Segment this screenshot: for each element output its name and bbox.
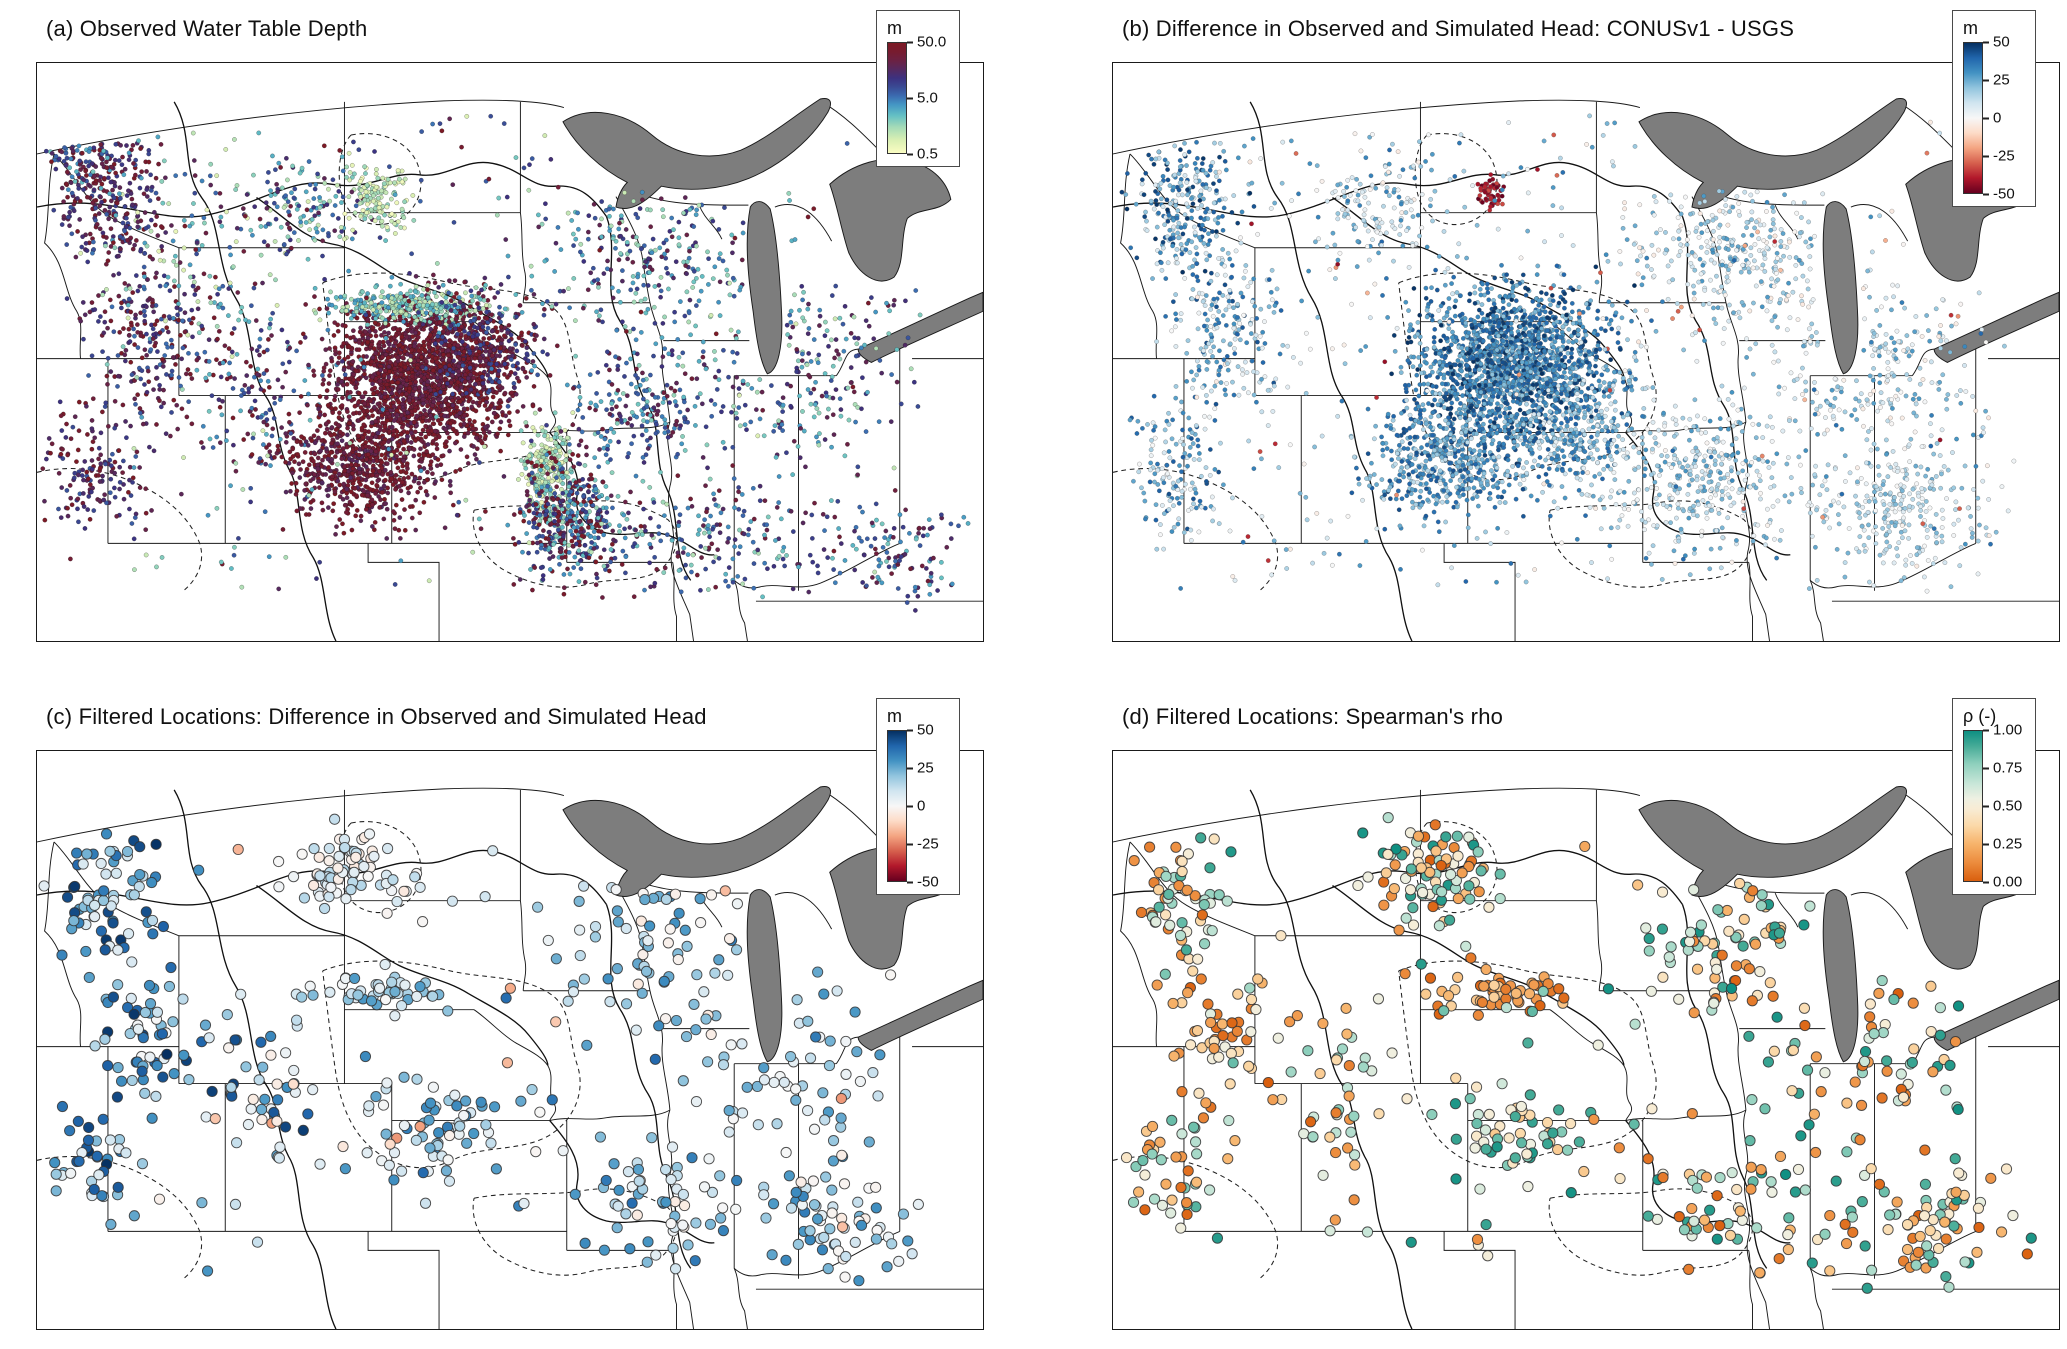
panel-title: (c) Filtered Locations: Difference in Ob… — [46, 704, 707, 729]
colorbar-tick: 0 — [907, 798, 925, 815]
tick-mark — [1983, 79, 1989, 81]
scatter-points — [1119, 113, 2017, 594]
colorbar-tick: -50 — [907, 874, 939, 891]
colorbar-label: m — [887, 706, 902, 726]
tick-mark — [1983, 805, 1989, 807]
map-svg — [37, 785, 983, 1329]
tick-mark — [907, 767, 913, 769]
colorbar-tick: -25 — [907, 836, 939, 853]
tick-label: 0.00 — [1993, 873, 2023, 891]
colorbar-gradient — [1963, 42, 1983, 194]
colorbar-tick: 0.50 — [1983, 798, 2022, 815]
tick-label: 0.50 — [1993, 797, 2023, 815]
tick-label: 50.0 — [917, 33, 947, 51]
map-canvas — [36, 62, 984, 642]
colorbar-label: m — [887, 18, 902, 38]
colorbar-tick: 1.00 — [1983, 722, 2022, 739]
colorbar-ticks: 50.0 5.0 0.5 — [907, 34, 951, 163]
colorbar-body: 50 25 0 -25 -50 — [1963, 34, 2027, 203]
colorbar-tick: 25 — [1983, 72, 2010, 89]
tick-label: -50 — [1993, 185, 2015, 203]
colorbar-tick: -25 — [1983, 148, 2015, 165]
map-svg — [1113, 97, 2059, 641]
tick-label: 25 — [1993, 71, 2010, 89]
tick-label: 50 — [917, 721, 934, 739]
tick-mark — [1983, 193, 1989, 195]
tick-label: 0.75 — [1993, 759, 2023, 777]
colorbar-tick: 50 — [907, 722, 934, 739]
scatter-points — [38, 813, 924, 1287]
panel-filtered-head-difference: (c) Filtered Locations: Difference in Ob… — [36, 698, 984, 1343]
colorbar-tick: 50.0 — [907, 34, 946, 51]
map-canvas — [1112, 62, 2060, 642]
tick-mark — [907, 153, 913, 155]
colorbar-label: ρ (-) — [1963, 706, 1997, 726]
panel-title: (b) Difference in Observed and Simulated… — [1122, 16, 1795, 41]
colorbar-tick: 25 — [907, 760, 934, 777]
colorbar: ρ (-) 1.00 0.75 0.50 0.25 0.00 — [1952, 698, 2036, 895]
map-svg — [37, 97, 983, 641]
tick-label: 0 — [917, 797, 926, 815]
colorbar-tick: 0 — [1983, 110, 2001, 127]
colorbar-ticks: 50 25 0 -25 -50 — [907, 722, 951, 891]
tick-mark — [907, 843, 913, 845]
tick-mark — [907, 729, 913, 731]
panel-observed-water-table-depth: (a) Observed Water Table Depth m 50.0 5.0… — [36, 10, 984, 655]
colorbar-tick: 5.0 — [907, 90, 938, 107]
tick-mark — [907, 41, 913, 43]
colorbar-tick: 0.75 — [1983, 760, 2022, 777]
colorbar-body: 50.0 5.0 0.5 — [887, 34, 951, 163]
map-svg — [1113, 785, 2059, 1329]
tick-mark — [907, 881, 913, 883]
tick-mark — [1983, 767, 1989, 769]
tick-label: 50 — [1993, 33, 2010, 51]
tick-label: -25 — [1993, 147, 2015, 165]
tick-mark — [1983, 117, 1989, 119]
map-canvas — [1112, 750, 2060, 1330]
tick-mark — [1983, 155, 1989, 157]
colorbar-label: m — [1963, 18, 1978, 38]
tick-label: -50 — [917, 873, 939, 891]
tick-label: 5.0 — [917, 89, 938, 107]
colorbar-gradient — [1963, 730, 1983, 882]
colorbar-tick: 0.00 — [1983, 874, 2022, 891]
tick-mark — [1983, 881, 1989, 883]
tick-mark — [1983, 843, 1989, 845]
colorbar-tick: -50 — [1983, 186, 2015, 203]
tick-mark — [1983, 41, 1989, 43]
colorbar: m 50 25 0 -25 -50 — [1952, 10, 2036, 207]
colorbar-ticks: 50 25 0 -25 -50 — [1983, 34, 2027, 203]
panel-head-difference: (b) Difference in Observed and Simulated… — [1112, 10, 2060, 655]
scatter-points — [40, 113, 971, 613]
tick-mark — [1983, 729, 1989, 731]
tick-mark — [907, 97, 913, 99]
tick-label: 0 — [1993, 109, 2002, 127]
scatter-points — [1120, 812, 2037, 1294]
colorbar-ticks: 1.00 0.75 0.50 0.25 0.00 — [1983, 722, 2027, 891]
map-canvas — [36, 750, 984, 1330]
colorbar-tick: 50 — [1983, 34, 2010, 51]
colorbar: m 50 25 0 -25 -50 — [876, 698, 960, 895]
colorbar-body: 1.00 0.75 0.50 0.25 0.00 — [1963, 722, 2027, 891]
colorbar: m 50.0 5.0 0.5 — [876, 10, 960, 167]
colorbar-body: 50 25 0 -25 -50 — [887, 722, 951, 891]
basemap — [37, 97, 983, 641]
panel-spearmans-rho: (d) Filtered Locations: Spearman's rho ρ… — [1112, 698, 2060, 1343]
colorbar-tick: 0.25 — [1983, 836, 2022, 853]
tick-label: 0.5 — [917, 145, 938, 163]
tick-label: -25 — [917, 835, 939, 853]
panel-title: (a) Observed Water Table Depth — [46, 16, 368, 41]
tick-mark — [907, 805, 913, 807]
tick-label: 0.25 — [1993, 835, 2023, 853]
colorbar-gradient — [887, 42, 907, 154]
colorbar-gradient — [887, 730, 907, 882]
colorbar-tick: 0.5 — [907, 146, 938, 163]
panel-title: (d) Filtered Locations: Spearman's rho — [1122, 704, 1504, 729]
tick-label: 1.00 — [1993, 721, 2023, 739]
tick-label: 25 — [917, 759, 934, 777]
